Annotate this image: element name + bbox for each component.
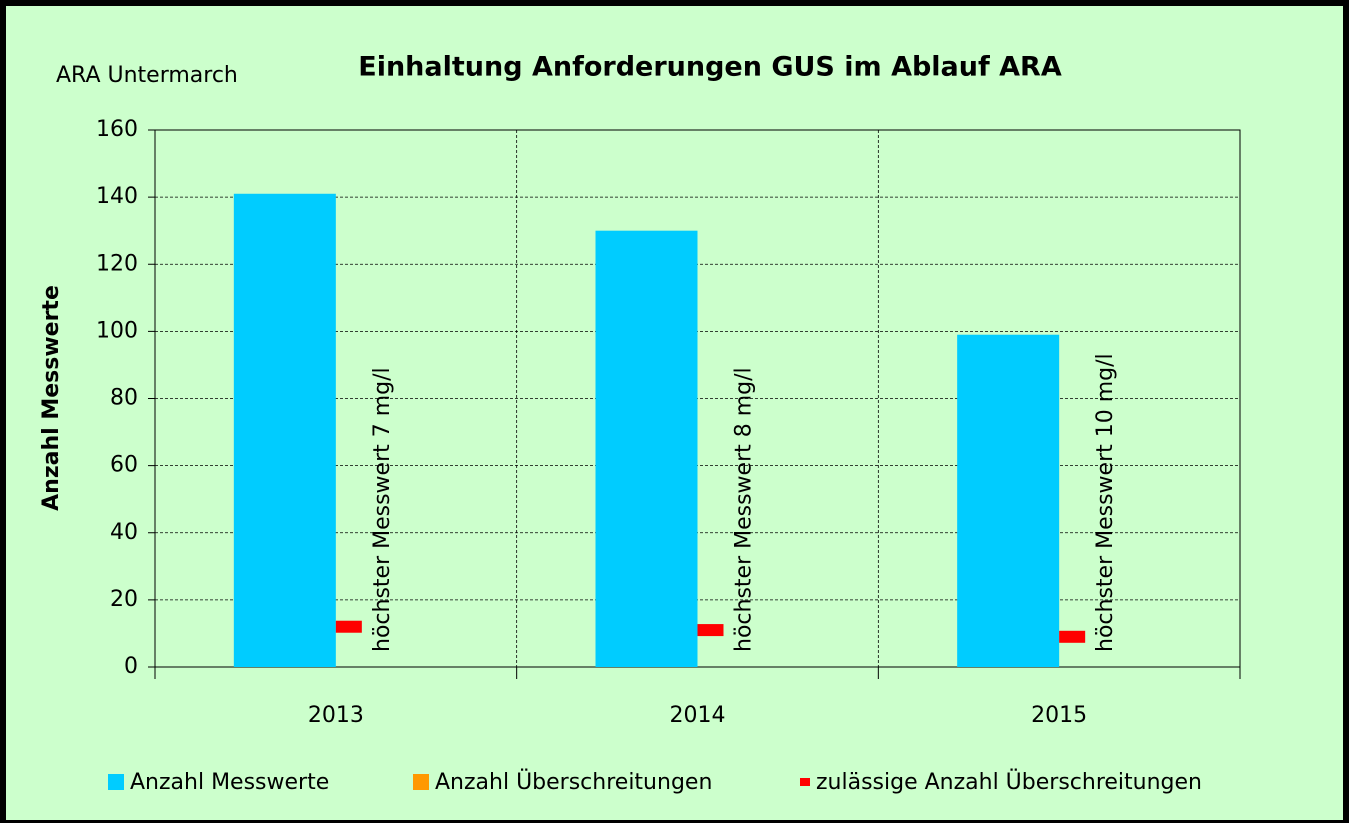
y-tick-label: 140	[96, 184, 138, 209]
annotation: höchster Messwert 7 mg/l	[370, 367, 395, 652]
y-tick-label: 120	[96, 251, 138, 276]
y-tick-label: 60	[110, 453, 138, 478]
y-tick-label: 0	[124, 654, 138, 679]
legend-label: zulässige Anzahl Überschreitungen	[816, 769, 1202, 795]
legend-swatch	[413, 774, 429, 790]
annotation: höchster Messwert 10 mg/l	[1093, 353, 1118, 652]
bar	[957, 334, 1060, 667]
y-tick-label: 100	[96, 318, 138, 343]
legend-label: Anzahl Messwerte	[130, 770, 329, 795]
legend-label: Anzahl Überschreitungen	[435, 769, 712, 795]
x-tick-label: 2014	[670, 703, 726, 728]
y-tick-label: 40	[110, 520, 138, 545]
y-tick-label: 20	[110, 587, 138, 612]
x-tick-label: 2015	[1031, 703, 1087, 728]
marker	[1059, 630, 1086, 643]
x-tick-label: 2013	[308, 703, 364, 728]
legend-swatch	[800, 778, 810, 786]
marker	[697, 624, 724, 637]
chart-title: Einhaltung Anforderungen GUS im Ablauf A…	[358, 52, 1062, 83]
annotation: höchster Messwert 8 mg/l	[732, 367, 757, 652]
y-tick-label: 80	[110, 386, 138, 411]
y-tick-label: 160	[96, 117, 138, 142]
bar	[233, 193, 336, 668]
bar	[595, 230, 698, 667]
marker	[335, 620, 362, 633]
legend-swatch	[108, 774, 124, 790]
chart-subtitle: ARA Untermarch	[56, 63, 238, 88]
y-axis-label: Anzahl Messwerte	[39, 285, 64, 511]
